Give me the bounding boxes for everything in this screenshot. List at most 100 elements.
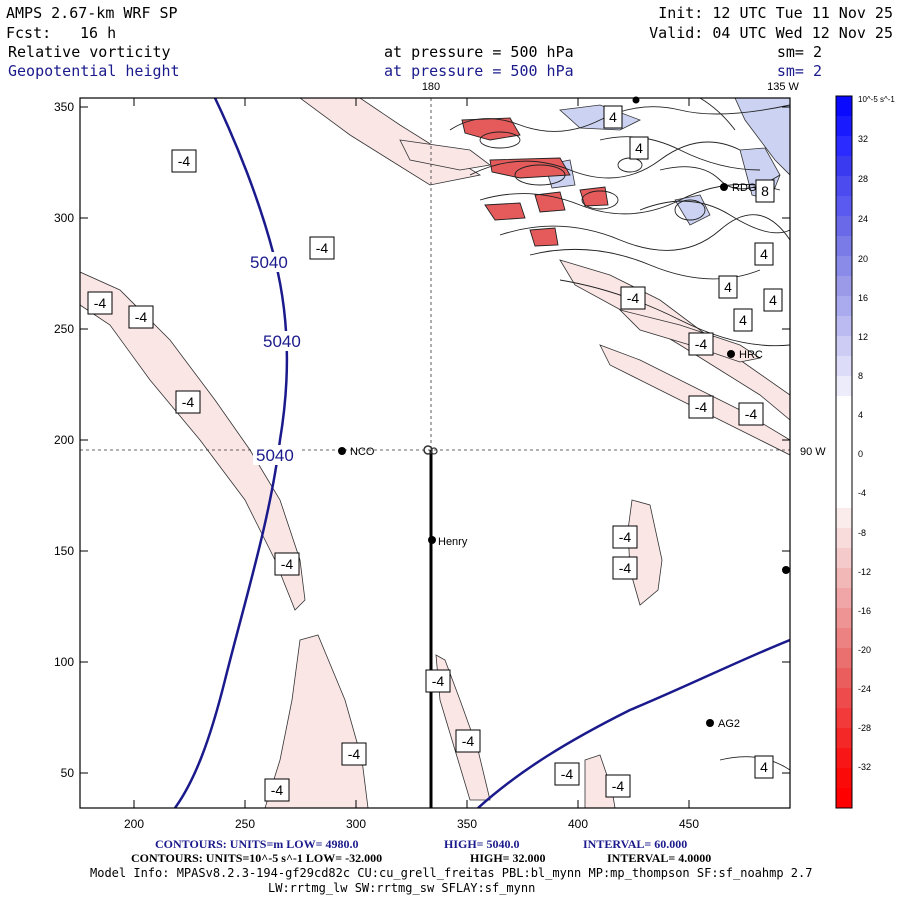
meridian-135w-label: 135 W — [767, 81, 799, 93]
vort-label: -4 — [425, 669, 451, 693]
svg-text:-4: -4 — [178, 153, 191, 169]
neg-blob-small — [399, 139, 491, 171]
contour-line-9 — [699, 98, 736, 131]
field1-smoothing: sm= 2 — [777, 43, 822, 61]
pole-marker — [423, 445, 438, 455]
meridian-180-label: 180 — [422, 81, 440, 93]
neg-band-upper — [299, 98, 482, 186]
height-label-2: 5040 — [263, 332, 301, 351]
colorbar-labels: 32 28 24 20 16 12 8 4 0 -4 -8 -12 -16 -2… — [858, 134, 871, 772]
station-nco: NCO — [338, 446, 375, 458]
vort-label: -4 — [87, 291, 113, 315]
station-marker-unlabeled — [632, 96, 640, 104]
footer: CONTOURS: UNITS=m LOW= 4980.0 HIGH= 5040… — [90, 837, 812, 895]
footer-vorticity-info: CONTOURS: UNITS=10^-5 s^-1 LOW= -32.000 … — [131, 851, 711, 865]
contour-line-6 — [599, 136, 761, 171]
svg-text:-4: -4 — [94, 295, 107, 311]
cluster-3 — [484, 202, 526, 221]
field2-name: Geopotential height — [8, 62, 180, 80]
svg-text:-4: -4 — [627, 290, 640, 306]
svg-text:-4: -4 — [619, 529, 632, 545]
height-contour-interval: INTERVAL= 60.000 — [583, 837, 687, 851]
x-tick-350: 350 — [457, 817, 477, 831]
height-contours — [173, 98, 790, 808]
svg-text:Henry: Henry — [438, 536, 468, 548]
svg-text:4: 4 — [739, 312, 747, 328]
svg-text:4: 4 — [635, 140, 643, 156]
y-axis-labels: 350 300 250 200 150 100 50 — [54, 100, 74, 780]
cluster-5 — [534, 191, 566, 213]
svg-text:-4: -4 — [281, 556, 294, 572]
vort-label: 4 — [754, 755, 774, 779]
colorbar-label: -28 — [858, 723, 871, 733]
colorbar-label: 20 — [858, 254, 868, 264]
model-info-radiation: LW:rrtmg_lw SW:rrtmg_sw SFLAY:sf_mynn — [268, 881, 535, 895]
colorbar-label: 24 — [858, 214, 868, 224]
vort-label: -4 — [171, 149, 197, 173]
contour-line-7 — [639, 200, 790, 234]
vort-label: -4 — [688, 395, 714, 419]
vorticity-contour-high: HIGH= 32.000 — [470, 851, 546, 865]
vort-label: -4 — [554, 762, 580, 786]
x-tick-400: 400 — [568, 817, 588, 831]
cluster-1 — [461, 117, 521, 141]
y-tick-100: 100 — [54, 655, 74, 669]
svg-text:AG2: AG2 — [718, 718, 740, 730]
vorticity-contour-lines — [449, 98, 790, 771]
colorbar-label: 16 — [858, 293, 868, 303]
neg-band-left — [80, 271, 306, 611]
svg-text:RDG: RDG — [732, 182, 756, 194]
svg-text:-4: -4 — [271, 782, 284, 798]
vort-label: -4 — [264, 778, 290, 802]
contour-line-2 — [469, 141, 741, 179]
vort-label: -4 — [128, 305, 154, 329]
height-contour-left — [173, 98, 289, 808]
x-tick-250: 250 — [235, 817, 255, 831]
vort-label: 4 — [629, 136, 649, 160]
colorbar-label: -24 — [858, 684, 871, 694]
vort-label: 4 — [763, 288, 783, 312]
vort-label: 4 — [718, 275, 738, 299]
vort-label: -4 — [738, 402, 764, 426]
pos-area-topright — [734, 98, 790, 176]
vort-label: 4 — [603, 105, 623, 129]
vort-label: -4 — [455, 729, 481, 753]
station-marker-unlabeled — [782, 566, 790, 574]
cluster-2 — [489, 157, 571, 179]
x-tick-450: 450 — [679, 817, 699, 831]
pos-area-small — [674, 194, 711, 226]
contour-ring-2 — [514, 164, 566, 186]
svg-text:4: 4 — [769, 292, 777, 308]
plot-content — [80, 98, 790, 808]
station-ag2: AG2 — [706, 718, 740, 730]
pos-area-top — [559, 104, 641, 131]
forecast-label: Fcst: — [6, 24, 51, 42]
cluster-4 — [529, 227, 559, 247]
vort-label: -4 — [309, 236, 335, 260]
meridian-lines — [80, 98, 790, 451]
height-label-3: 5040 — [256, 446, 294, 465]
strong-vorticity-cluster — [461, 117, 609, 247]
neg-blob-right — [627, 499, 663, 606]
meridian-90w-label: 90 W — [800, 446, 826, 458]
colorbar-label: -16 — [858, 606, 871, 616]
vort-label: -4 — [688, 332, 714, 356]
y-axis-ticks — [80, 106, 790, 774]
svg-text:-4: -4 — [612, 778, 625, 794]
field2-level: at pressure = 500 hPa — [384, 62, 574, 80]
station-henry: Henry — [428, 536, 468, 548]
valid-time: Valid: 04 UTC Wed 12 Nov 25 — [649, 24, 893, 42]
contour-ring-1 — [479, 131, 521, 149]
height-label-1: 5040 — [250, 253, 288, 272]
colorbar-label: 4 — [858, 410, 863, 420]
svg-text:4: 4 — [760, 759, 768, 775]
y-tick-350: 350 — [54, 100, 74, 114]
field1-name: Relative vorticity — [8, 43, 171, 61]
svg-text:-4: -4 — [695, 336, 708, 352]
x-tick-200: 200 — [124, 817, 144, 831]
svg-text:NCO: NCO — [350, 446, 375, 458]
colorbar-label: -12 — [858, 567, 871, 577]
height-labels: 5040 5040 5040 — [247, 252, 306, 465]
colorbar-label: -20 — [858, 645, 871, 655]
